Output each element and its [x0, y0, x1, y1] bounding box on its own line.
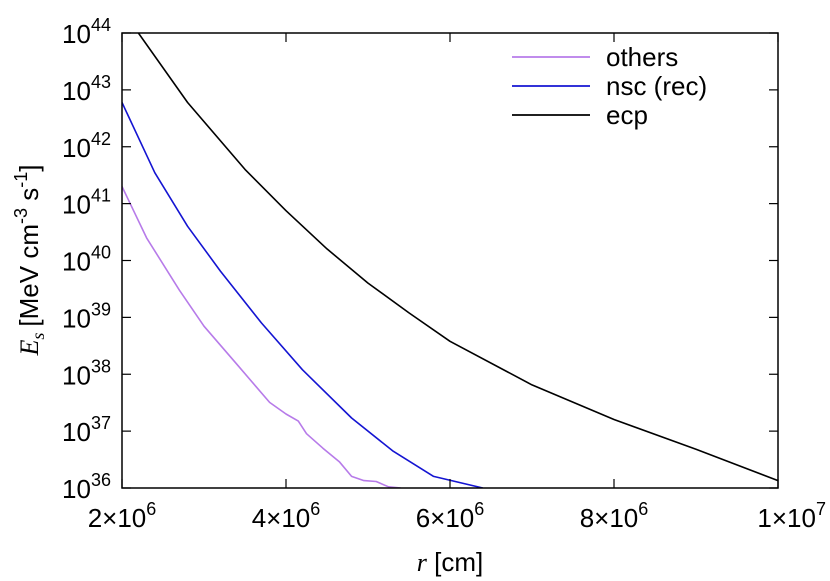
y-tick-label: 1043	[62, 72, 111, 106]
ticks-layer	[121, 32, 779, 489]
y-axis-units-mid: s	[14, 188, 44, 208]
y-axis-symbol: E	[15, 339, 44, 356]
legend-label-ecp: ecp	[606, 100, 648, 130]
x-axis-symbol: r	[417, 548, 428, 577]
y-tick-labels: 1036 1037 1038 1039 1040 1041 1042 1043 1044	[62, 15, 111, 504]
y-tick-label: 1037	[62, 413, 111, 447]
y-axis-exp1: -3	[11, 208, 31, 224]
x-tick-label: 8×106	[580, 499, 649, 533]
series-layer	[122, 33, 778, 488]
y-tick-label: 1042	[62, 129, 111, 163]
y-axis-symbol-sub: s	[28, 333, 48, 340]
legend-label-nsc-rec: nsc (rec)	[606, 71, 707, 101]
y-tick-label: 1039	[62, 299, 111, 333]
x-axis-unit: [cm]	[427, 547, 483, 577]
y-axis-units-open: [MeV cm	[14, 224, 44, 327]
series-line-others	[122, 186, 401, 488]
y-axis-exp2: -1	[11, 172, 31, 188]
x-axis-title: r [cm]	[417, 547, 483, 577]
x-tick-label: 4×106	[252, 499, 321, 533]
series-line-nsc-rec	[122, 102, 483, 488]
y-tick-label: 1044	[62, 15, 111, 49]
y-axis-units-close: ]	[14, 165, 44, 172]
y-tick-label: 1041	[62, 186, 111, 220]
y-axis-title: Es[MeV cm-3 s-1]	[11, 165, 48, 357]
y-tick-label: 1036	[62, 470, 111, 504]
y-tick-label: 1038	[62, 356, 111, 390]
x-tick-label: 2×106	[88, 499, 157, 533]
y-tick-label: 1040	[62, 243, 111, 277]
x-tick-labels: 2×106 4×106 6×106 8×106 1×107	[88, 499, 826, 533]
legend-label-others: others	[606, 42, 678, 72]
series-line-ecp	[137, 33, 778, 482]
x-tick-label: 6×106	[416, 499, 485, 533]
x-tick-label: 1×107	[757, 499, 826, 533]
